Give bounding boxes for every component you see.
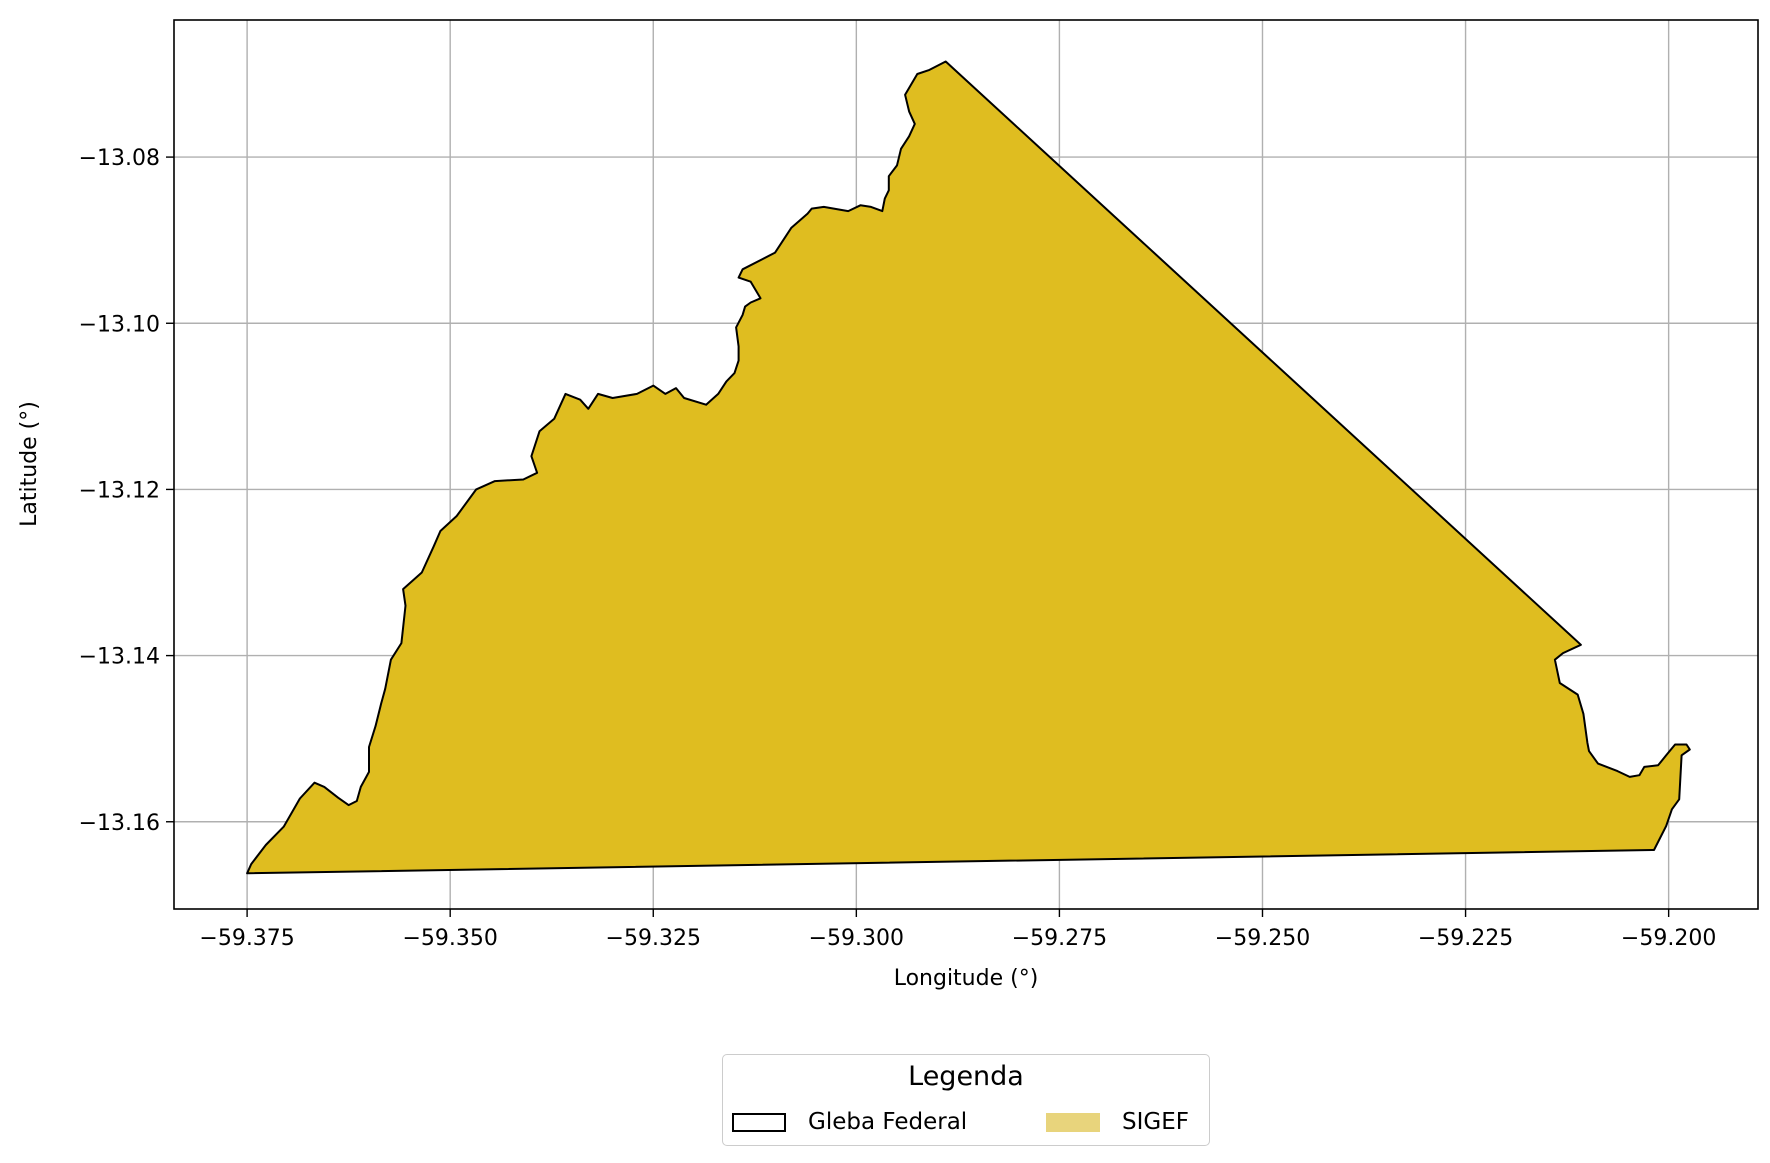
x-axis-label: Longitude (°) <box>894 966 1039 991</box>
x-tick-label: −59.300 <box>809 926 904 951</box>
y-tick-label: −13.10 <box>79 312 160 337</box>
y-tick-label: −13.08 <box>79 146 160 171</box>
legend-entry-sigef: SIGEF <box>1046 1107 1189 1137</box>
axis-ticks: −59.375 −59.350 −59.325 −59.300 −59.275 −59.2… <box>79 146 1717 951</box>
legend-title: Legenda <box>908 1061 1024 1092</box>
x-tick-label: −59.375 <box>199 926 294 951</box>
legend-label-gleba-federal: Gleba Federal <box>808 1109 968 1135</box>
x-tick-label: −59.275 <box>1012 926 1107 951</box>
x-tick-label: −59.350 <box>402 926 497 951</box>
polygon-layer <box>246 60 1691 875</box>
y-tick-label: −13.16 <box>79 811 160 836</box>
x-tick-label: −59.325 <box>606 926 701 951</box>
y-tick-label: −13.12 <box>79 478 160 503</box>
legend-swatch-gleba-federal <box>732 1112 786 1132</box>
y-axis-label: Latitude (°) <box>17 401 42 527</box>
x-tick-label: −59.225 <box>1418 926 1513 951</box>
axes-frame <box>173 19 1759 910</box>
legend: Legenda Gleba Federal SIGEF <box>722 1054 1210 1146</box>
gleba-federal-boundary <box>246 60 1691 875</box>
sigef-polygon <box>247 61 1690 874</box>
legend-label-sigef: SIGEF <box>1122 1109 1189 1135</box>
legend-swatch-sigef <box>1046 1112 1100 1132</box>
y-tick-label: −13.14 <box>79 645 160 670</box>
legend-entry-gleba-federal: Gleba Federal <box>732 1107 967 1137</box>
x-tick-label: −59.250 <box>1215 926 1310 951</box>
x-tick-label: −59.200 <box>1621 926 1716 951</box>
